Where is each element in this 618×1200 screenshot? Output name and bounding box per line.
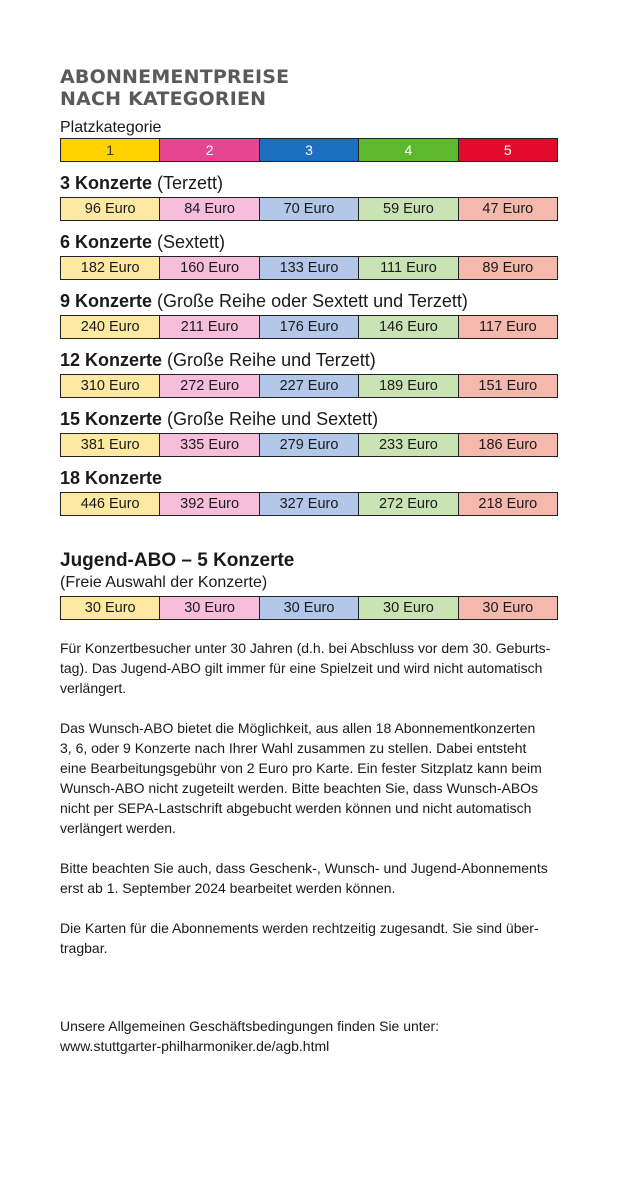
text-line: 3, 6, oder 9 Konzerte nach Ihrer Wahl zu… [60, 740, 527, 756]
section-heading: 18 Konzerte [60, 467, 560, 489]
price-cell-cat-2: 30 Euro [159, 597, 259, 619]
price-cell-cat-1: 446 Euro [61, 493, 160, 515]
section-heading: 15 Konzerte (Große Reihe und Sextett) [60, 408, 560, 430]
category-cell-2: 2 [159, 139, 259, 161]
jugend-subtitle: (Freie Auswahl der Konzerte) [60, 574, 268, 591]
section-title: 12 Konzerte [60, 350, 163, 370]
price-cell-cat-2: 211 Euro [159, 316, 259, 338]
page-title-line-2: NACH KATEGORIEN [60, 88, 267, 110]
section-title: 3 Konzerte [60, 173, 153, 193]
jugend-info-paragraph: Für Konzertbesucher unter 30 Jahren (d.h… [60, 638, 560, 698]
price-cell-cat-4: 272 Euro [358, 493, 458, 515]
price-row: 446 Euro 392 Euro 327 Euro 272 Euro 218 … [60, 492, 558, 516]
text-line: Unsere Allgemeinen Geschäftsbedingungen … [60, 1018, 440, 1034]
price-cell-cat-5: 47 Euro [457, 198, 558, 220]
section-heading: 12 Konzerte (Große Reihe und Terzett) [60, 349, 560, 371]
section-subtitle: (Große Reihe oder Sextett und Terzett) [152, 291, 468, 311]
section-subtitle: (Große Reihe und Sextett) [162, 409, 379, 429]
section-subtitle: (Terzett) [152, 173, 224, 193]
price-cell-cat-3: 327 Euro [258, 493, 359, 515]
section-6-konzerte: 6 Konzerte (Sextett) 182 Euro 160 Euro 1… [60, 231, 560, 280]
price-cell-cat-2: 392 Euro [159, 493, 259, 515]
section-subtitle: (Große Reihe und Terzett) [162, 350, 376, 370]
price-cell-cat-3: 70 Euro [258, 198, 359, 220]
text-line: Bitte beachten Sie auch, dass Geschenk-,… [60, 860, 548, 876]
section-18-konzerte: 18 Konzerte 446 Euro 392 Euro 327 Euro 2… [60, 467, 560, 516]
price-cell-cat-4: 146 Euro [358, 316, 458, 338]
text-line: Wunsch-ABO nicht zugeteilt werden. Bitte… [60, 780, 539, 796]
text-line: erst ab 1. September 2024 bearbeitet wer… [60, 880, 396, 896]
text-line: verlängert. [60, 680, 127, 696]
processing-date-paragraph: Bitte beachten Sie auch, dass Geschenk-,… [60, 858, 560, 898]
price-row: 381 Euro 335 Euro 279 Euro 233 Euro 186 … [60, 433, 558, 457]
price-row: 30 Euro 30 Euro 30 Euro 30 Euro 30 Euro [60, 596, 558, 620]
price-cell-cat-4: 59 Euro [358, 198, 458, 220]
category-cell-1: 1 [61, 139, 160, 161]
price-cell-cat-1: 310 Euro [61, 375, 160, 397]
price-cell-cat-5: 89 Euro [457, 257, 558, 279]
section-title: 18 Konzerte [60, 468, 163, 488]
page-title-line-1: ABONNEMENTPREISE [60, 66, 290, 88]
section-3-konzerte: 3 Konzerte (Terzett) 96 Euro 84 Euro 70 … [60, 172, 560, 221]
price-cell-cat-4: 30 Euro [358, 597, 458, 619]
page-title: ABONNEMENTPREISE NACH KATEGORIEN [60, 66, 560, 110]
text-line: tag). Das Jugend-ABO gilt immer für eine… [60, 660, 543, 676]
section-jugend-abo: Jugend-ABO – 5 Konzerte (Freie Auswahl d… [60, 550, 560, 620]
price-cell-cat-5: 151 Euro [457, 375, 558, 397]
section-heading: 3 Konzerte (Terzett) [60, 172, 560, 194]
text-line: eine Bearbeitungsgebühr von 2 Euro pro K… [60, 760, 542, 776]
price-cell-cat-2: 335 Euro [159, 434, 259, 456]
price-row: 240 Euro 211 Euro 176 Euro 146 Euro 117 … [60, 315, 558, 339]
price-row: 182 Euro 160 Euro 133 Euro 111 Euro 89 E… [60, 256, 558, 280]
section-heading: 6 Konzerte (Sextett) [60, 231, 560, 253]
price-cell-cat-1: 240 Euro [61, 316, 160, 338]
price-cell-cat-5: 186 Euro [457, 434, 558, 456]
text-line: Das Wunsch-ABO bietet die Möglichkeit, a… [60, 720, 536, 736]
price-cell-cat-5: 117 Euro [457, 316, 558, 338]
price-cell-cat-3: 30 Euro [258, 597, 359, 619]
category-cell-5: 5 [457, 139, 558, 161]
section-heading: 9 Konzerte (Große Reihe oder Sextett und… [60, 290, 560, 312]
price-cell-cat-1: 182 Euro [61, 257, 160, 279]
tickets-paragraph: Die Karten für die Abonnements werden re… [60, 918, 560, 958]
price-cell-cat-2: 84 Euro [159, 198, 259, 220]
category-header-row: 1 2 3 4 5 [60, 138, 558, 162]
price-cell-cat-3: 133 Euro [258, 257, 359, 279]
price-cell-cat-2: 272 Euro [159, 375, 259, 397]
price-cell-cat-1: 30 Euro [61, 597, 160, 619]
section-title: 15 Konzerte [60, 409, 163, 429]
price-cell-cat-5: 218 Euro [457, 493, 558, 515]
category-cell-3: 3 [258, 139, 359, 161]
text-line: Die Karten für die Abonnements werden re… [60, 920, 539, 936]
price-cell-cat-4: 189 Euro [358, 375, 458, 397]
price-cell-cat-1: 96 Euro [61, 198, 160, 220]
section-subtitle: (Sextett) [152, 232, 226, 252]
wunsch-abo-paragraph: Das Wunsch-ABO bietet die Möglichkeit, a… [60, 718, 560, 838]
text-line: nicht per SEPA-Lastschrift abgebucht wer… [60, 800, 532, 816]
price-cell-cat-5: 30 Euro [457, 597, 558, 619]
price-cell-cat-4: 111 Euro [358, 257, 458, 279]
price-cell-cat-2: 160 Euro [159, 257, 259, 279]
text-line: Für Konzertbesucher unter 30 Jahren (d.h… [60, 640, 551, 656]
agb-link[interactable]: www.stuttgarter-philharmoniker.de/agb.ht… [60, 1038, 330, 1054]
agb-paragraph: Unsere Allgemeinen Geschäftsbedingungen … [60, 1016, 560, 1056]
jugend-title: Jugend-ABO – 5 Konzerte [60, 550, 295, 571]
price-row: 96 Euro 84 Euro 70 Euro 59 Euro 47 Euro [60, 197, 558, 221]
text-line: verlängert werden. [60, 820, 176, 836]
price-cell-cat-3: 176 Euro [258, 316, 359, 338]
price-cell-cat-3: 227 Euro [258, 375, 359, 397]
price-sheet: ABONNEMENTPREISE NACH KATEGORIEN Platzka… [60, 66, 560, 1056]
category-label: Platzkategorie [60, 119, 162, 136]
section-12-konzerte: 12 Konzerte (Große Reihe und Terzett) 31… [60, 349, 560, 398]
section-9-konzerte: 9 Konzerte (Große Reihe oder Sextett und… [60, 290, 560, 339]
price-cell-cat-4: 233 Euro [358, 434, 458, 456]
section-15-konzerte: 15 Konzerte (Große Reihe und Sextett) 38… [60, 408, 560, 457]
category-cell-4: 4 [358, 139, 458, 161]
text-line: tragbar. [60, 940, 108, 956]
price-cell-cat-1: 381 Euro [61, 434, 160, 456]
section-title: 6 Konzerte [60, 232, 153, 252]
price-row: 310 Euro 272 Euro 227 Euro 189 Euro 151 … [60, 374, 558, 398]
section-title: 9 Konzerte [60, 291, 153, 311]
price-cell-cat-3: 279 Euro [258, 434, 359, 456]
